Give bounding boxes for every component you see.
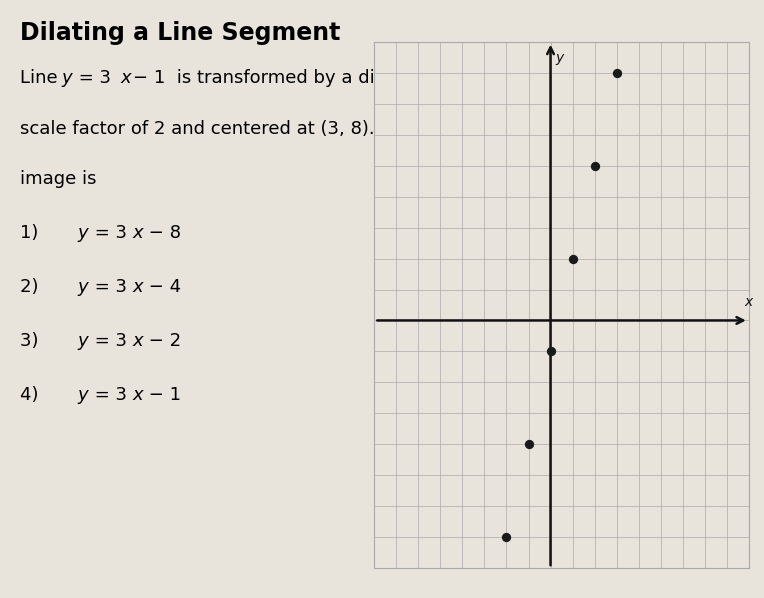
Text: − 2: − 2 <box>143 332 181 350</box>
Text: Dilating a Line Segment: Dilating a Line Segment <box>20 21 340 45</box>
Text: y: y <box>77 278 88 296</box>
Text: − 8: − 8 <box>143 224 181 242</box>
Text: 3): 3) <box>20 332 50 350</box>
Text: Line: Line <box>20 69 63 87</box>
Point <box>610 68 623 78</box>
Text: = 3: = 3 <box>89 278 127 296</box>
Text: x: x <box>133 224 144 242</box>
Text: 2): 2) <box>20 278 50 296</box>
Text: y: y <box>77 224 88 242</box>
Text: 1): 1) <box>20 224 50 242</box>
Text: y: y <box>77 386 88 404</box>
Text: x: x <box>121 69 131 87</box>
Text: x: x <box>133 386 144 404</box>
Text: = 3: = 3 <box>89 386 127 404</box>
Text: image is: image is <box>20 170 96 188</box>
Text: y: y <box>555 51 564 65</box>
Text: − 1  is transformed by a dilation with a: − 1 is transformed by a dilation with a <box>133 69 486 87</box>
Point <box>588 161 601 170</box>
Text: = 3: = 3 <box>89 332 127 350</box>
Text: y: y <box>77 332 88 350</box>
Text: 4): 4) <box>20 386 50 404</box>
Text: x: x <box>133 332 144 350</box>
Text: − 4: − 4 <box>143 278 181 296</box>
Text: x: x <box>744 295 753 309</box>
Point <box>545 347 557 356</box>
Point <box>500 532 513 542</box>
Point <box>566 254 578 263</box>
Text: = 3: = 3 <box>89 224 127 242</box>
Text: scale factor of 2 and centered at (3, 8). The line’s: scale factor of 2 and centered at (3, 8)… <box>20 120 467 138</box>
Text: − 1: − 1 <box>143 386 181 404</box>
Text: x: x <box>133 278 144 296</box>
Text: = 3: = 3 <box>73 69 112 87</box>
Point <box>523 440 535 449</box>
Text: y: y <box>61 69 72 87</box>
